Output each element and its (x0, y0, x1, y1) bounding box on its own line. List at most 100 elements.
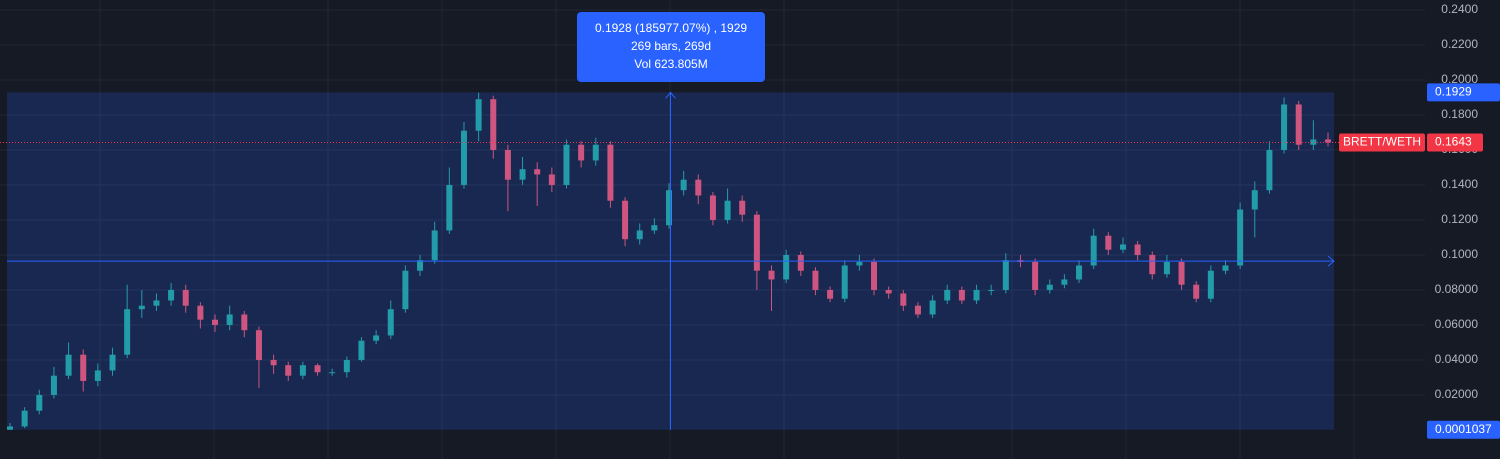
candle-body (1076, 265, 1083, 280)
candle-body (1295, 104, 1302, 145)
candle-body (739, 200, 746, 215)
candle-body (519, 169, 526, 180)
candle-body (182, 289, 189, 306)
candle-body (548, 174, 555, 185)
candle-body (343, 359, 350, 373)
measure-price-label: 0.1929 (1435, 85, 1472, 99)
candle-body (1310, 139, 1317, 145)
candle-body (973, 289, 980, 301)
candle-body (841, 265, 848, 299)
candle-body (1281, 104, 1288, 150)
y-tick-label: 0.04000 (1435, 352, 1479, 366)
last-price-box (1427, 133, 1483, 152)
candle-body (534, 169, 541, 175)
candle-body (592, 144, 599, 161)
candle-body (1207, 270, 1214, 299)
tooltip-line: 0.1928 (185977.07%) , 1929 (595, 21, 747, 35)
candle-body (329, 372, 336, 374)
y-tick-label: 0.1200 (1441, 212, 1478, 226)
candle-body (1163, 261, 1170, 275)
candle-body (1134, 244, 1141, 255)
y-tick-label: 0.02000 (1435, 387, 1479, 401)
candle-body (226, 314, 233, 325)
measure-h-arrow (1327, 255, 1335, 267)
candle-body (255, 330, 262, 360)
candle-body (358, 340, 365, 360)
candle-body (490, 99, 497, 150)
measure-tooltip (577, 12, 765, 82)
candle-body (900, 293, 907, 306)
y-tick-label: 0.06000 (1435, 317, 1479, 331)
y-tick-label: 0.1400 (1441, 177, 1478, 191)
measure-price-box (1427, 420, 1500, 439)
y-tick-label: 0.2200 (1441, 37, 1478, 51)
candle-body (314, 365, 321, 373)
candle-body (1237, 209, 1244, 266)
candle-body (988, 289, 995, 291)
candle-body (1266, 149, 1273, 191)
candle-body (94, 370, 101, 381)
y-tick-label: 0.1800 (1441, 107, 1478, 121)
candle-body (373, 335, 380, 341)
symbol-label-box (1339, 133, 1425, 152)
candle-body (607, 144, 614, 201)
candle-body (1251, 190, 1258, 210)
candle-body (709, 195, 716, 220)
candle-body (944, 289, 951, 301)
candle-body (1090, 235, 1097, 266)
candle-body (21, 410, 28, 427)
candle-body (666, 190, 672, 226)
candle-body (753, 214, 760, 271)
candle-body (36, 394, 43, 411)
candle-body (446, 184, 453, 231)
candle-body (929, 300, 936, 315)
candle-body (1046, 284, 1053, 290)
candle-body (636, 230, 643, 240)
measure-price-box (1427, 83, 1500, 102)
candle-body (651, 225, 658, 231)
candle-body (124, 309, 131, 355)
candle-body (270, 359, 277, 366)
candle-body (1193, 284, 1200, 299)
measure-price-label: 0.0001037 (1435, 422, 1492, 436)
candle-body (827, 289, 834, 299)
candle-body (797, 254, 804, 271)
tooltip-line: Vol 623.805M (634, 57, 707, 71)
candle-body (65, 354, 72, 376)
candle-body (504, 149, 511, 180)
candle-body (1002, 260, 1009, 290)
candle-body (695, 179, 702, 196)
candle-body (387, 309, 394, 336)
y-tick-label: 0.08000 (1435, 282, 1479, 296)
candle-body (885, 289, 892, 294)
candle-body (80, 354, 87, 381)
candle-body (1222, 265, 1229, 271)
candle-body (431, 230, 438, 261)
candle-body (724, 200, 731, 220)
candle-body (812, 270, 819, 290)
candle-body (417, 260, 424, 271)
candle-body (856, 261, 863, 266)
candle-body (1178, 261, 1185, 285)
y-tick-label: 0.1000 (1441, 247, 1478, 261)
candle-body (871, 261, 878, 290)
candle-body (109, 354, 116, 371)
candle-body (212, 319, 219, 325)
candle-body (402, 270, 409, 310)
candle-body (475, 99, 482, 131)
y-tick-label: 0.2400 (1441, 2, 1478, 16)
candle-body (241, 314, 248, 331)
candle-body (7, 426, 13, 430)
candle-body (563, 144, 570, 185)
candle-body (680, 179, 687, 191)
candle-body (1325, 139, 1331, 143)
candle-body (285, 365, 292, 376)
candle-body (50, 375, 57, 395)
measure-v-arrow (665, 91, 676, 99)
candle-body (299, 365, 306, 376)
tooltip-line: 269 bars, 269d (631, 39, 711, 53)
last-price-label: 0.1643 (1435, 135, 1472, 149)
candle-body (914, 305, 921, 315)
candle-body (197, 305, 204, 320)
